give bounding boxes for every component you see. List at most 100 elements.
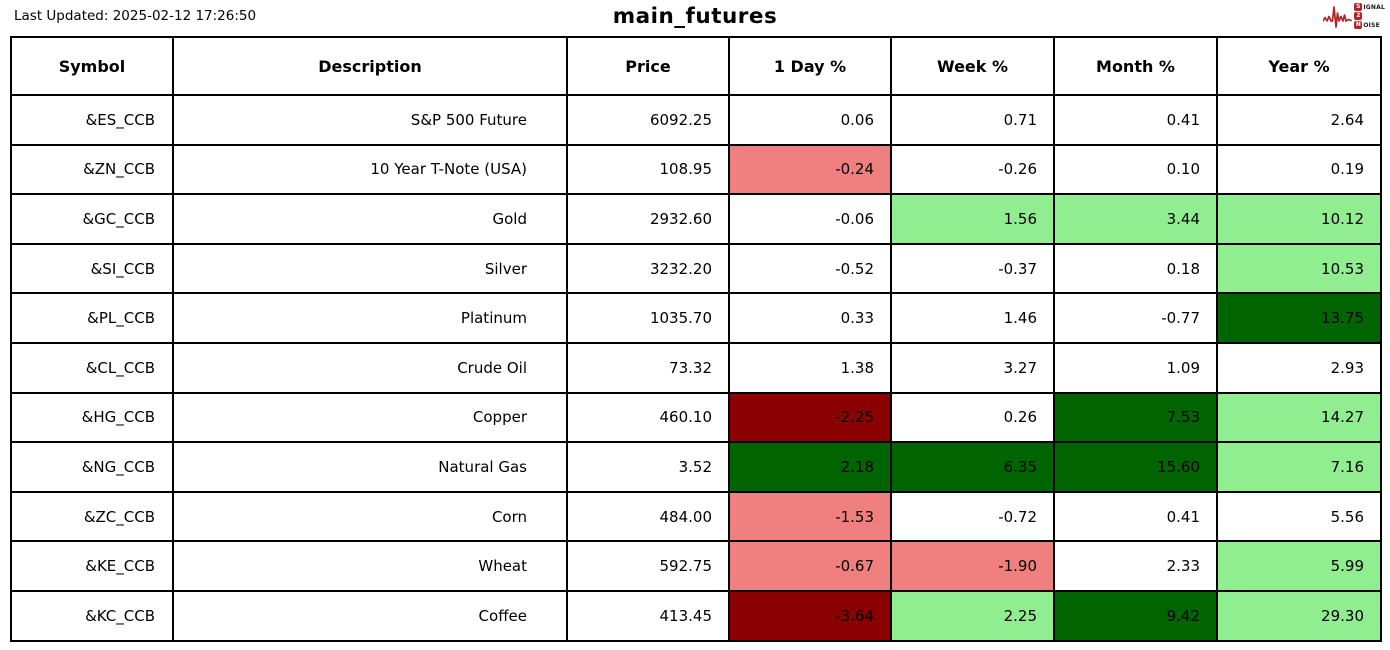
signal2noise-logo: S IGNAL 2 N OISE (1323, 3, 1385, 29)
week-change-cell: 3.27 (890, 341, 1055, 394)
month-change-cell: 0.41 (1053, 94, 1218, 146)
year-change-cell: 0.19 (1216, 143, 1382, 196)
last-updated-timestamp: Last Updated: 2025-02-12 17:26:50 (14, 8, 257, 24)
year-change-cell: 5.56 (1216, 490, 1382, 543)
price-cell: 460.10 (566, 391, 730, 444)
day-change-cell: 2.18 (728, 441, 892, 493)
symbol-cell: &GC_CCB (10, 193, 174, 245)
day-change-cell: 0.06 (728, 94, 892, 146)
symbol-cell: &HG_CCB (10, 391, 174, 444)
week-change-cell: -0.26 (890, 143, 1055, 196)
description-cell: Platinum (172, 292, 568, 344)
month-change-cell: 0.10 (1053, 143, 1218, 196)
year-change-cell: 14.27 (1216, 391, 1382, 444)
logo-line-2: 2 (1354, 12, 1385, 20)
price-cell: 484.00 (566, 490, 730, 543)
price-cell: 1035.70 (566, 292, 730, 344)
month-change-cell: 0.18 (1053, 242, 1218, 295)
month-change-cell: 0.41 (1053, 490, 1218, 543)
description-cell: S&P 500 Future (172, 94, 568, 146)
col-header-description: Description (172, 36, 568, 96)
symbol-cell: &ZC_CCB (10, 490, 174, 543)
day-change-cell: -2.25 (728, 391, 892, 444)
day-change-cell: -0.06 (728, 193, 892, 245)
week-change-cell: -1.90 (890, 540, 1055, 592)
symbol-cell: &CL_CCB (10, 341, 174, 394)
description-cell: Corn (172, 490, 568, 543)
week-change-cell: 2.25 (890, 589, 1055, 642)
table-row: &PL_CCB Platinum 1035.70 0.33 1.46 -0.77… (10, 292, 1382, 344)
description-cell: Gold (172, 193, 568, 245)
month-change-cell: 1.09 (1053, 341, 1218, 394)
week-change-cell: -0.37 (890, 242, 1055, 295)
symbol-cell: &SI_CCB (10, 242, 174, 295)
logo-text: S IGNAL 2 N OISE (1354, 3, 1385, 29)
year-change-cell: 2.93 (1216, 341, 1382, 394)
description-cell: Wheat (172, 540, 568, 592)
year-change-cell: 10.53 (1216, 242, 1382, 295)
logo-badge-s: S (1354, 3, 1363, 11)
table-row: &GC_CCB Gold 2932.60 -0.06 1.56 3.44 10.… (10, 193, 1382, 245)
year-change-cell: 10.12 (1216, 193, 1382, 245)
col-header-year: Year % (1216, 36, 1382, 96)
week-change-cell: -0.72 (890, 490, 1055, 543)
table-row: &SI_CCB Silver 3232.20 -0.52 -0.37 0.18 … (10, 242, 1382, 295)
col-header-week: Week % (890, 36, 1055, 96)
logo-text-ignal: IGNAL (1363, 3, 1385, 11)
description-cell: Natural Gas (172, 441, 568, 493)
table-row: &ZN_CCB 10 Year T-Note (USA) 108.95 -0.2… (10, 143, 1382, 196)
day-change-cell: -3.64 (728, 589, 892, 642)
table-row: &NG_CCB Natural Gas 3.52 2.18 6.35 15.60… (10, 441, 1382, 493)
symbol-cell: &ES_CCB (10, 94, 174, 146)
day-change-cell: 1.38 (728, 341, 892, 394)
col-header-1day: 1 Day % (728, 36, 892, 96)
month-change-cell: 2.33 (1053, 540, 1218, 592)
table-row: &CL_CCB Crude Oil 73.32 1.38 3.27 1.09 2… (10, 341, 1382, 394)
logo-text-oise: OISE (1363, 21, 1380, 29)
day-change-cell: -0.67 (728, 540, 892, 592)
year-change-cell: 13.75 (1216, 292, 1382, 344)
table-row: &KC_CCB Coffee 413.45 -3.64 2.25 9.42 29… (10, 589, 1382, 642)
description-cell: Coffee (172, 589, 568, 642)
table-row: &ES_CCB S&P 500 Future 6092.25 0.06 0.71… (10, 94, 1382, 146)
description-cell: Silver (172, 242, 568, 295)
month-change-cell: 15.60 (1053, 441, 1218, 493)
year-change-cell: 29.30 (1216, 589, 1382, 642)
description-cell: 10 Year T-Note (USA) (172, 143, 568, 196)
month-change-cell: -0.77 (1053, 292, 1218, 344)
description-cell: Copper (172, 391, 568, 444)
symbol-cell: &PL_CCB (10, 292, 174, 344)
price-cell: 3.52 (566, 441, 730, 493)
col-header-price: Price (566, 36, 730, 96)
week-change-cell: 0.26 (890, 391, 1055, 444)
symbol-cell: &ZN_CCB (10, 143, 174, 196)
col-header-month: Month % (1053, 36, 1218, 96)
week-change-cell: 1.56 (890, 193, 1055, 245)
month-change-cell: 9.42 (1053, 589, 1218, 642)
logo-badge-2: 2 (1354, 12, 1363, 20)
year-change-cell: 5.99 (1216, 540, 1382, 592)
table-row: &ZC_CCB Corn 484.00 -1.53 -0.72 0.41 5.5… (10, 490, 1382, 543)
price-cell: 2932.60 (566, 193, 730, 245)
price-cell: 6092.25 (566, 94, 730, 146)
year-change-cell: 7.16 (1216, 441, 1382, 493)
table-row: &HG_CCB Copper 460.10 -2.25 0.26 7.53 14… (10, 391, 1382, 444)
price-cell: 73.32 (566, 341, 730, 394)
futures-table: Symbol Description Price 1 Day % Week % … (10, 36, 1382, 642)
week-change-cell: 0.71 (890, 94, 1055, 146)
day-change-cell: -0.24 (728, 143, 892, 196)
heartbeat-waveform-icon (1323, 6, 1353, 28)
symbol-cell: &KE_CCB (10, 540, 174, 592)
week-change-cell: 1.46 (890, 292, 1055, 344)
page-title: main_futures (612, 4, 778, 29)
table-row: &KE_CCB Wheat 592.75 -0.67 -1.90 2.33 5.… (10, 540, 1382, 592)
description-cell: Crude Oil (172, 341, 568, 394)
day-change-cell: -0.52 (728, 242, 892, 295)
week-change-cell: 6.35 (890, 441, 1055, 493)
table-header-row: Symbol Description Price 1 Day % Week % … (10, 36, 1382, 96)
price-cell: 3232.20 (566, 242, 730, 295)
price-cell: 108.95 (566, 143, 730, 196)
year-change-cell: 2.64 (1216, 94, 1382, 146)
logo-line-signal: S IGNAL (1354, 3, 1385, 11)
month-change-cell: 7.53 (1053, 391, 1218, 444)
